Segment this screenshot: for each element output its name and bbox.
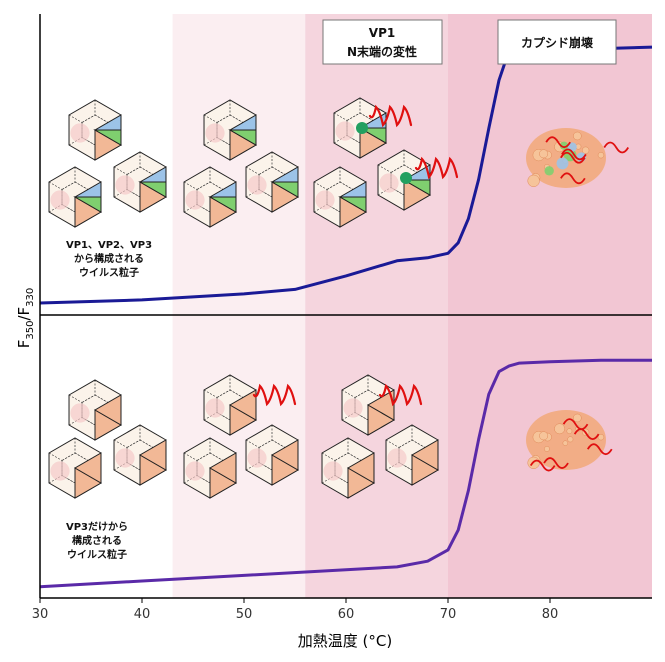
unfolded-protein-icon — [414, 156, 459, 180]
stage-band-3 — [305, 14, 448, 598]
annotation-vp1-line2: N末端の変性 — [347, 44, 417, 59]
capsid-debris-icon — [526, 128, 630, 188]
virus-particle-icon — [183, 437, 237, 499]
virus-particle-icon — [313, 166, 367, 228]
virus-particle-icon — [183, 166, 237, 228]
unfolded-protein-icon — [368, 104, 413, 128]
virus-particle-icon — [48, 437, 102, 499]
virus-particle-icon — [68, 379, 122, 441]
unfolded-protein-icon — [378, 383, 423, 407]
virus-particle-icon — [203, 374, 257, 436]
caption-top-line2: から構成される — [74, 252, 144, 265]
y-label-sub2: 330 — [25, 288, 36, 307]
y-label-slash: /F — [15, 307, 33, 321]
x-axis-label: 加熱温度 (°C) — [298, 632, 392, 650]
caption-top-line3: ウイルス粒子 — [79, 266, 139, 279]
y-label-main: F — [15, 340, 33, 349]
annotation-vp1: VP1 N末端の変性 — [322, 19, 443, 65]
protein-marker-icon — [400, 172, 412, 184]
virus-particle-icon — [68, 99, 122, 161]
annotation-vp1-line1: VP1 — [369, 26, 395, 40]
x-tick-label: 50 — [236, 607, 253, 622]
virus-particle-icon — [245, 151, 299, 213]
x-tick-label: 40 — [134, 607, 151, 622]
axes: 30 40 50 60 70 80 — [32, 14, 652, 622]
protein-marker-icon — [356, 122, 368, 134]
stage-band-2 — [172, 14, 306, 598]
caption-bottom-line1: VP3だけから — [66, 521, 128, 533]
x-tick-label: 80 — [542, 607, 559, 622]
series-line-bottom — [39, 358, 652, 589]
y-axis-label: F350/F330 — [15, 288, 36, 349]
caption-top-line1: VP1、VP2、VP3 — [66, 240, 152, 251]
virus-particle-icon — [385, 424, 439, 486]
virus-particle-icon — [48, 166, 102, 228]
virus-particle-icon — [321, 437, 375, 499]
caption-bottom-line3: ウイルス粒子 — [67, 548, 127, 561]
x-tick-label: 70 — [440, 607, 457, 622]
virus-particle-icon — [113, 151, 167, 213]
x-tick-label: 60 — [338, 607, 355, 622]
virus-particle-icon — [203, 99, 257, 161]
unfolded-protein-icon — [252, 383, 297, 407]
stage-band-1 — [40, 14, 173, 598]
caption-top: VP1、VP2、VP3 から構成される ウイルス粒子 — [66, 240, 152, 279]
illustrations — [48, 97, 630, 499]
stage-bands — [40, 14, 652, 598]
x-tick-label: 30 — [32, 607, 49, 622]
virus-particle-icon — [245, 424, 299, 486]
virus-particle-icon — [113, 424, 167, 486]
annotation-capsid-text: カプシド崩壊 — [521, 35, 594, 50]
caption-bottom: VP3だけから 構成される ウイルス粒子 — [66, 521, 128, 561]
y-label-sub1: 350 — [25, 321, 36, 340]
caption-bottom-line2: 構成される — [72, 534, 122, 547]
annotation-capsid: カプシド崩壊 — [497, 19, 617, 65]
stage-band-4 — [448, 14, 652, 598]
capsid-debris-icon — [526, 410, 613, 472]
virus-particle-icon — [341, 374, 395, 436]
